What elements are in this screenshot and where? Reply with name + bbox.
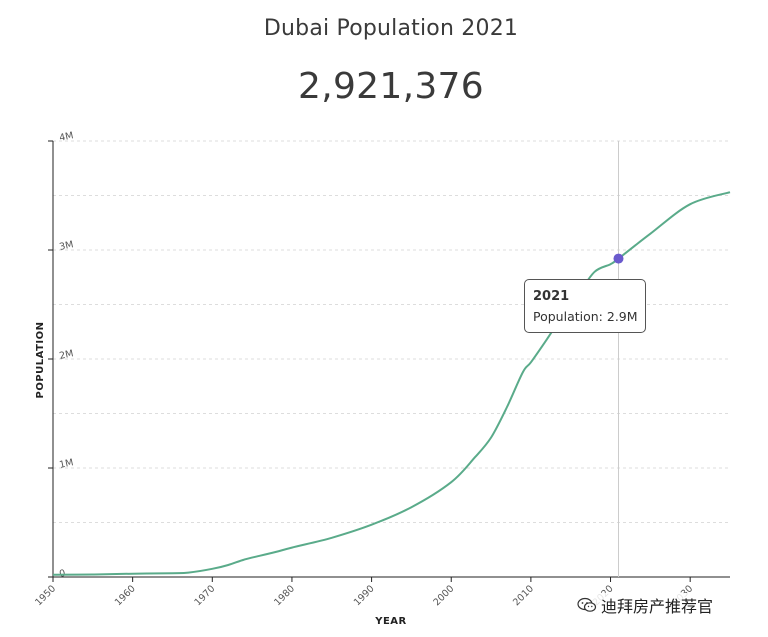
tooltip-row: Population: 2.9M xyxy=(533,306,645,328)
x-tick-label: 1960 xyxy=(113,583,138,608)
tooltip-value: 2.9M xyxy=(606,309,638,324)
x-tick-label: 1990 xyxy=(352,583,377,608)
tick-labels: 01M2M3M4M1950196019701980199020002010202… xyxy=(33,130,695,608)
x-tick-label: 2010 xyxy=(511,583,536,608)
watermark-text: 迪拜房产推荐官 xyxy=(601,597,714,616)
y-tick-label: 2M xyxy=(58,348,74,362)
y-tick-label: 4M xyxy=(58,130,74,144)
x-tick-label: 1950 xyxy=(33,583,58,608)
wechat-icon xyxy=(577,597,597,612)
chart-title: Dubai Population 2021 xyxy=(263,16,519,41)
population-value: 2,921,376 xyxy=(298,66,484,107)
x-tick-label: 2000 xyxy=(431,583,456,608)
y-tick-label: 1M xyxy=(58,457,74,471)
tooltip-year: 2021 xyxy=(533,289,570,304)
tooltip-label: Population: xyxy=(533,309,603,324)
x-axis-label: YEAR xyxy=(374,616,407,627)
x-tick-label: 1980 xyxy=(272,583,297,608)
y-axis-label: POPULATION xyxy=(35,321,46,398)
y-tick-label: 3M xyxy=(58,239,74,253)
highlight-point[interactable] xyxy=(613,253,624,264)
x-tick-label: 1970 xyxy=(193,583,218,608)
watermark: 迪拜房产推荐官 xyxy=(574,593,717,617)
population-series-line xyxy=(52,191,731,576)
tooltip: 2021 Population: 2.9M xyxy=(524,279,646,333)
